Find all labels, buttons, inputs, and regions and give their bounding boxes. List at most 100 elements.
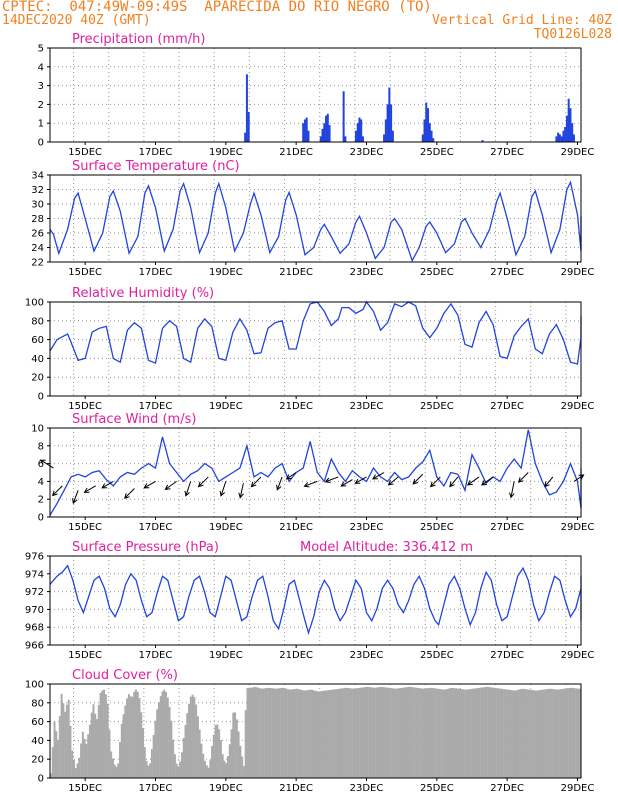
cloud-bar [469, 689, 472, 778]
cloud-bar [409, 686, 412, 778]
cloud-bar [99, 692, 102, 778]
x-tick-label: 27DEC [490, 522, 524, 533]
cloud-bar [234, 712, 237, 778]
cloud-bar [257, 687, 260, 778]
x-tick-label: 23DEC [350, 401, 384, 412]
cloud-bar [324, 690, 327, 778]
cloud-bar [71, 750, 74, 778]
y-tick-label: 0 [38, 392, 44, 403]
cloud-bar [465, 689, 468, 778]
y-tick-label: 100 [25, 680, 44, 691]
series-line [49, 180, 582, 263]
precip-bar [564, 126, 567, 142]
precip-bar [354, 130, 357, 142]
precip-bar [391, 130, 394, 142]
panel-frame [49, 427, 582, 518]
cloud-bar [471, 688, 474, 778]
cloud-bar [170, 720, 173, 778]
x-tick-label: 23DEC [350, 267, 384, 278]
cloud-bar [149, 763, 152, 778]
cloud-bar [490, 687, 493, 778]
x-tick-label: 23DEC [350, 522, 384, 533]
cloud-bar [427, 688, 429, 778]
cloud-bar [437, 688, 440, 778]
cloud-bar [134, 689, 137, 778]
cloud-bar [96, 719, 98, 778]
cloud-bar [294, 688, 297, 778]
header-run-time: 14DEC2020 40Z (GMT) [2, 13, 151, 28]
cloud-bar [65, 704, 68, 778]
precip-bar [323, 123, 326, 142]
x-tick-label: 25DEC [420, 147, 454, 158]
cloud-bar [508, 689, 511, 778]
wind-arrow [481, 476, 494, 486]
cloud-bar [225, 763, 228, 778]
cloud-bar [411, 687, 414, 778]
y-tick-label: 40 [31, 736, 44, 747]
header-location: CPTEC: 047:49W-09:49S APARECIDA DO RIO N… [2, 0, 432, 15]
wind-arrow-head [517, 477, 524, 483]
cloud-bar [140, 712, 143, 778]
cloud-bar [559, 689, 562, 778]
cloud-bar [492, 687, 495, 778]
x-tick-label: 23DEC [350, 783, 384, 794]
cloud-bar [216, 724, 219, 778]
cloud-bar [145, 760, 148, 778]
cloud-bar [292, 689, 295, 778]
wind-arrow-head [238, 492, 244, 499]
cloud-bar [340, 688, 343, 778]
cloud-bar [350, 688, 353, 778]
y-tick-label: 28 [31, 214, 44, 225]
wind-arrow-head [39, 459, 46, 465]
wind-arrow [286, 472, 297, 480]
cloud-bar [334, 689, 337, 778]
cloud-bar [577, 688, 580, 778]
wind-arrow [449, 476, 459, 487]
cloud-bar [85, 743, 88, 778]
cloud-bar [138, 698, 141, 778]
cloud-bar [264, 688, 267, 778]
precip-bar [342, 91, 345, 142]
cloud-bar [126, 698, 129, 778]
wind-arrow-head [372, 474, 378, 480]
panel-frame [49, 301, 582, 397]
cloud-bar [421, 688, 424, 778]
wind-arrow [372, 472, 385, 480]
wind-arrow [325, 476, 339, 483]
cloud-bar [480, 687, 483, 778]
cloud-bar [182, 738, 185, 778]
x-tick-label: 29DEC [561, 267, 595, 278]
wind-arrow-head [184, 490, 190, 497]
x-tick-label: 19DEC [209, 147, 243, 158]
cloud-bar [97, 704, 100, 778]
cloud-bar [481, 687, 484, 778]
x-tick-label: 15DEC [68, 401, 102, 412]
x-tick-label: 29DEC [561, 147, 595, 158]
cloud-bar [200, 743, 203, 778]
precip-bar [328, 125, 331, 142]
cloud-bar [101, 690, 104, 778]
cloud-bar [142, 728, 145, 778]
precip-bar [558, 134, 561, 142]
cloud-bar [439, 689, 442, 778]
cloud-bar [221, 754, 224, 778]
wind-arrow-head [124, 493, 130, 499]
precip-bar [481, 140, 484, 142]
cloud-bar [313, 690, 316, 778]
x-tick-label: 19DEC [209, 522, 243, 533]
panel-title: Surface Pressure (hPa) [72, 540, 219, 555]
precip-bar [555, 136, 558, 142]
precip-bar [572, 134, 575, 142]
cloud-bar [363, 687, 366, 778]
precip-bar [319, 136, 322, 142]
cloud-bar [108, 729, 111, 778]
wind-arrow [510, 481, 515, 498]
cloud-bar [474, 688, 477, 778]
cloud-bar [189, 696, 192, 778]
cloud-bar [326, 690, 329, 778]
y-tick-label: 60 [31, 717, 44, 728]
cloud-bar [347, 688, 350, 778]
precip-bar [432, 138, 435, 142]
y-tick-label: 4 [38, 62, 44, 73]
y-tick-label: 974 [25, 569, 44, 580]
